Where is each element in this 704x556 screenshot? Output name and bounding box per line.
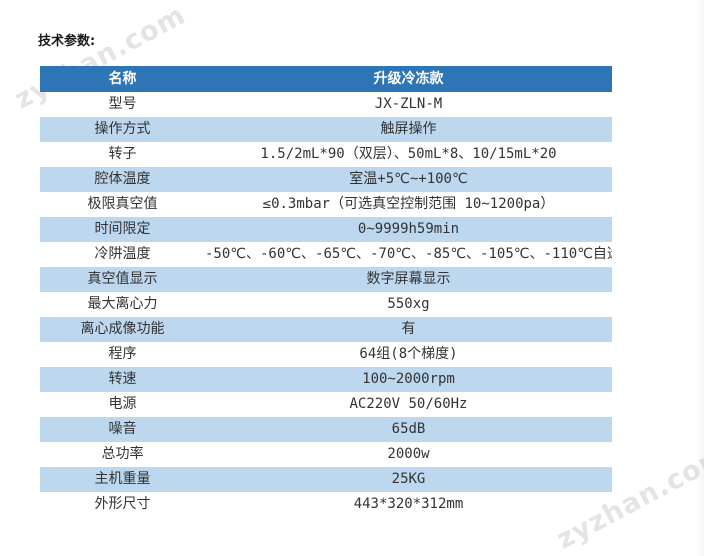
spec-name-cell: 转子	[108, 146, 137, 162]
spec-row: 真空值显示 数字屏幕显示	[40, 267, 612, 292]
spec-name-cell: 噪音	[108, 421, 137, 437]
spec-name-cell: 总功率	[101, 446, 144, 462]
spec-name-cell: 腔体温度	[94, 171, 151, 187]
spec-value-cell: 触屏操作	[380, 121, 437, 137]
spec-row: 主机重量 25KG	[40, 467, 612, 492]
spec-row: 转速 100~2000rpm	[40, 367, 612, 392]
spec-row: 离心成像功能 有	[40, 317, 612, 342]
spec-value-cell: 64组(8个梯度)	[359, 346, 458, 362]
spec-row: 冷阱温度 -50℃、-60℃、-65℃、-70℃、-85℃、-105℃、-110℃…	[40, 242, 613, 267]
spec-value-cell: 有	[401, 321, 416, 337]
spec-value-cell: 100~2000rpm	[362, 371, 455, 387]
spec-name-cell: 程序	[108, 346, 137, 362]
spec-value-cell: ≤0.3mbar（可选真空控制范围 10~1200pa）	[262, 196, 555, 212]
spec-name-cell: 电源	[108, 396, 137, 412]
header-cell-name: 名称	[108, 71, 137, 87]
spec-name-cell: 最大离心力	[87, 296, 158, 312]
page-title: 技术参数:	[38, 34, 96, 49]
spec-name-cell: 时间限定	[94, 221, 151, 237]
spec-table-body: 型号 JX-ZLN-M 操作方式 触屏操作转子 1.5/2mL*90（双层）、50mL*…	[40, 92, 612, 517]
spec-name-cell: 操作方式	[94, 121, 151, 137]
page-edge-shadow	[695, 0, 704, 556]
spec-name-cell: 主机重量	[94, 471, 151, 487]
spec-value-cell: 65dB	[391, 421, 426, 437]
spec-row: 总功率 2000w	[40, 442, 612, 467]
spec-row: 噪音 65dB	[40, 417, 612, 442]
spec-name-cell: 冷阱温度	[94, 246, 151, 262]
spec-row: 操作方式 触屏操作	[40, 117, 612, 142]
spec-value-cell: JX-ZLN-M	[374, 96, 443, 112]
spec-value-cell: 0~9999h59min	[357, 221, 460, 237]
header-cell-model-variant: 升级冷冻款	[373, 71, 444, 87]
spec-value-cell: -50℃、-60℃、-65℃、-70℃、-85℃、-105℃、-110℃自选	[205, 246, 612, 262]
spec-name-cell: 极限真空值	[87, 196, 158, 212]
spec-row: 程序 64组(8个梯度)	[40, 342, 612, 367]
spec-row: 腔体温度 室温+5℃~+100℃	[40, 167, 612, 192]
spec-table: 名称 升级冷冻款 型号 JX-ZLN-M 操作方式 触屏操作转子 1.5/2mL*90（…	[40, 66, 612, 517]
spec-row: 最大离心力 550xg	[40, 292, 612, 317]
spec-value-cell: 1.5/2mL*90（双层）、50mL*8、10/15mL*20	[260, 146, 557, 162]
spec-row: 电源 AC220V 50/60Hz	[40, 392, 612, 417]
spec-name-cell: 型号	[108, 96, 137, 112]
spec-row: 外形尺寸 443*320*312mm	[40, 492, 612, 517]
spec-row: 时间限定 0~9999h59min	[40, 217, 612, 242]
spec-row: 转子 1.5/2mL*90（双层）、50mL*8、10/15mL*20	[40, 142, 612, 167]
spec-name-cell: 离心成像功能	[80, 321, 165, 337]
spec-value-cell: 443*320*312mm	[353, 496, 464, 512]
spec-name-cell: 真空值显示	[87, 271, 158, 287]
spec-value-cell: 室温+5℃~+100℃	[349, 171, 468, 187]
spec-value-cell: 数字屏幕显示	[366, 271, 451, 287]
spec-value-cell: 2000w	[387, 446, 430, 462]
spec-value-cell: 25KG	[391, 471, 426, 487]
spec-value-cell: AC220V 50/60Hz	[349, 396, 468, 412]
spec-row: 型号 JX-ZLN-M	[40, 92, 612, 117]
spec-name-cell: 外形尺寸	[94, 496, 151, 512]
spec-value-cell: 550xg	[387, 296, 430, 312]
spec-table-header-row: 名称 升级冷冻款	[40, 66, 612, 92]
spec-name-cell: 转速	[108, 371, 137, 387]
spec-row: 极限真空值 ≤0.3mbar（可选真空控制范围 10~1200pa）	[40, 192, 612, 217]
